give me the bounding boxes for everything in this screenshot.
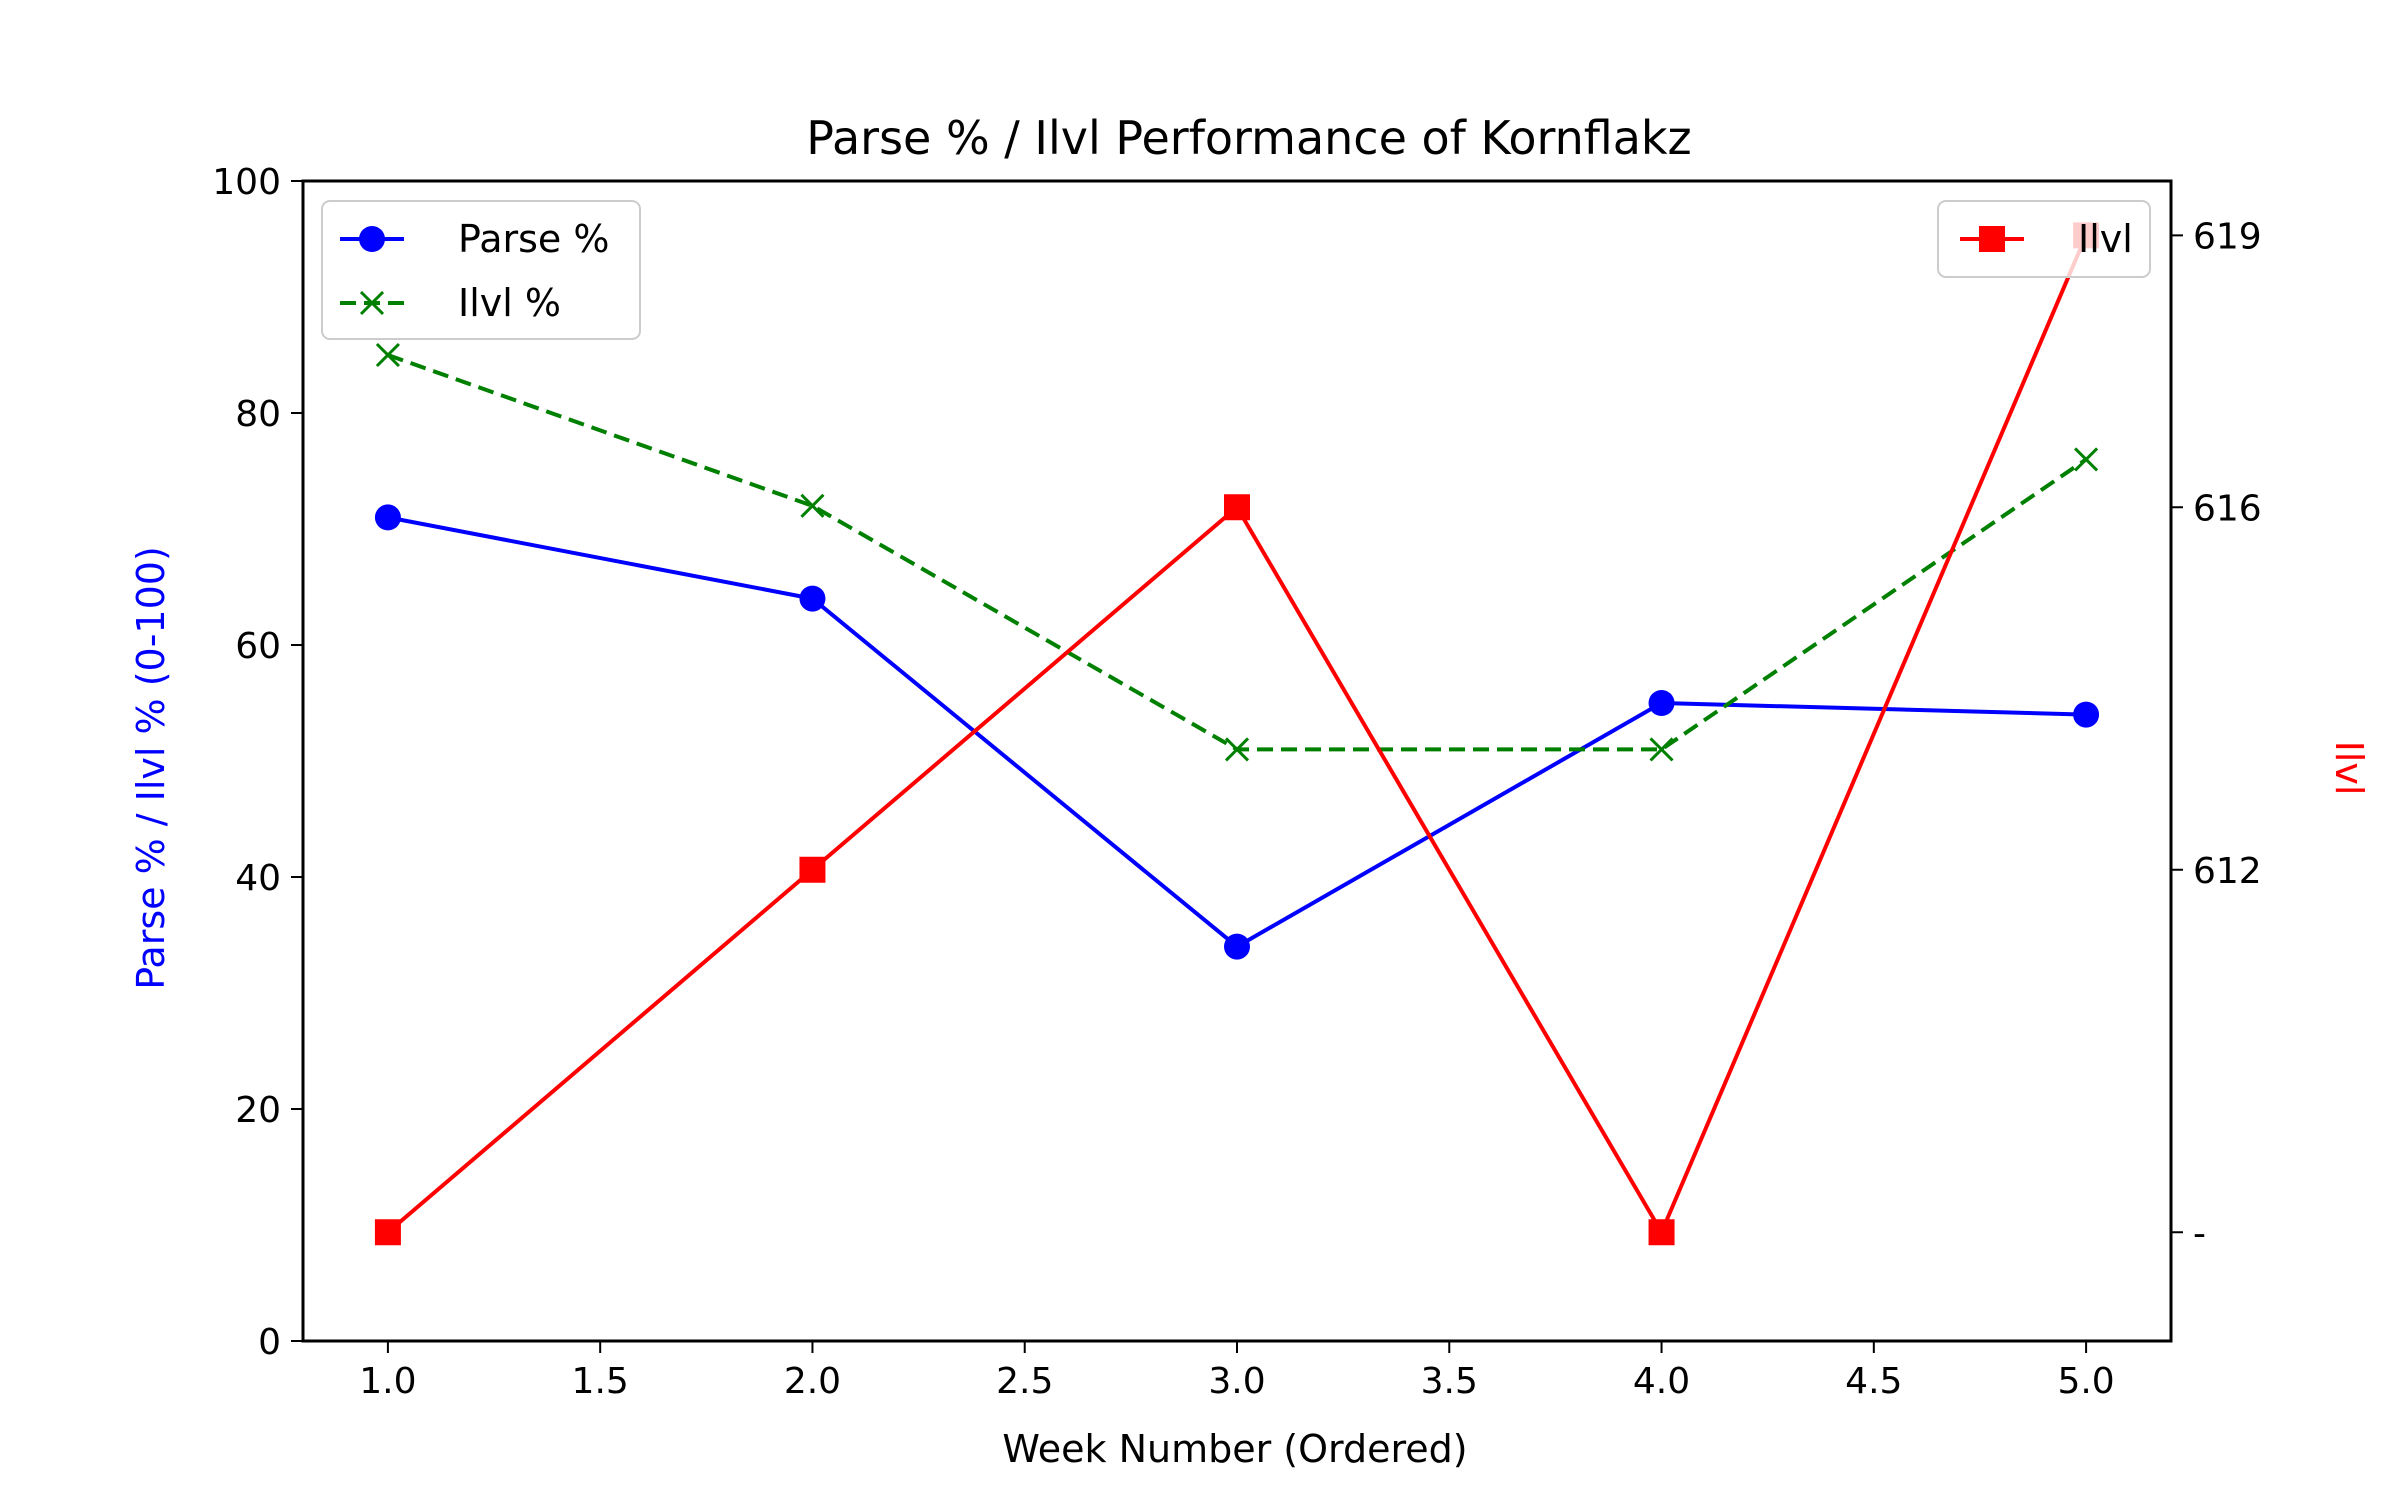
- series-left-1: [375, 342, 2099, 762]
- y2-tick-label: 619: [2193, 216, 2262, 257]
- y2-tick-label: 616: [2193, 488, 2262, 529]
- y-tick-label: 80: [235, 394, 281, 435]
- legend-swatch-marker: [1979, 226, 2005, 252]
- data-point: [374, 1219, 401, 1246]
- x-axis-ticks: 1.0 1.5 2.0 2.5 3.0 3.5 4.0 4.5 5.0: [359, 1341, 2115, 1402]
- data-point: [375, 342, 400, 368]
- y-tick-label: 60: [235, 626, 281, 667]
- data-point: [2073, 701, 2100, 728]
- y-tick-label: 20: [235, 1090, 281, 1131]
- y2-axis-label-text: Ilvl: [2327, 741, 2371, 796]
- legend-item: Ilvl %: [340, 281, 561, 325]
- x-tick-label: 4.0: [1633, 1361, 1690, 1402]
- data-point: [1649, 737, 1674, 762]
- x-tick-label: 1.0: [359, 1361, 416, 1402]
- data-point: [799, 856, 826, 883]
- y-axis-label-text: Parse % / Ilvl % (0-100): [129, 546, 173, 990]
- x-tick-label: 1.5: [572, 1361, 629, 1402]
- legend-item: Ilvl: [1960, 217, 2133, 261]
- y-tick-label: 40: [235, 858, 281, 899]
- data-point: [799, 585, 826, 612]
- y2-tick-label: 612: [2193, 851, 2262, 892]
- x-tick-label: 4.5: [1845, 1361, 1902, 1402]
- data-point: [1224, 737, 1250, 762]
- data-point: [1224, 494, 1250, 521]
- plot-frame: [301, 179, 2173, 1343]
- legend-item: Parse %: [340, 217, 609, 261]
- x-axis-label: Week Number (Ordered): [1002, 1427, 1467, 1471]
- y2-axis-ticks: - 612 616 619: [2171, 216, 2262, 1254]
- x-tick-label: 2.0: [784, 1361, 841, 1402]
- y-tick-label: 0: [258, 1322, 281, 1363]
- y-axis-ticks: 0 20 40 60 80 100: [212, 162, 303, 1363]
- legend-swatch-marker: [359, 226, 385, 252]
- legend-left: Parse % Ilvl %: [321, 200, 641, 340]
- data-point: [1224, 933, 1250, 960]
- series-left-0: [374, 504, 2100, 960]
- y-axis-label: Parse % / Ilvl % (0-100): [129, 546, 173, 990]
- data-point: [1648, 690, 1675, 716]
- x-tick-label: 3.0: [1208, 1361, 1265, 1402]
- legend-label: Parse %: [458, 217, 609, 261]
- data-point: [1648, 1219, 1675, 1246]
- x-tick-label: 5.0: [2057, 1361, 2114, 1402]
- legend-label: Ilvl %: [458, 281, 561, 325]
- chart-title: Parse % / Ilvl Performance of Kornflakz: [806, 111, 1691, 165]
- y-tick-label: 100: [212, 162, 281, 203]
- legend-right-box: [1937, 200, 2151, 278]
- data-point: [2074, 447, 2099, 472]
- legend-label: Ilvl: [2078, 217, 2133, 261]
- legend-swatch-marker: [359, 290, 385, 316]
- y2-tick-label: -: [2193, 1213, 2206, 1254]
- x-tick-label: 2.5: [996, 1361, 1053, 1402]
- data-point: [374, 504, 401, 531]
- legend-right: Ilvl: [1937, 200, 2151, 278]
- data-point: [800, 493, 825, 518]
- y2-axis-label: Ilvl: [2327, 741, 2371, 796]
- x-tick-label: 3.5: [1421, 1361, 1478, 1402]
- series-layer: [374, 222, 2100, 1246]
